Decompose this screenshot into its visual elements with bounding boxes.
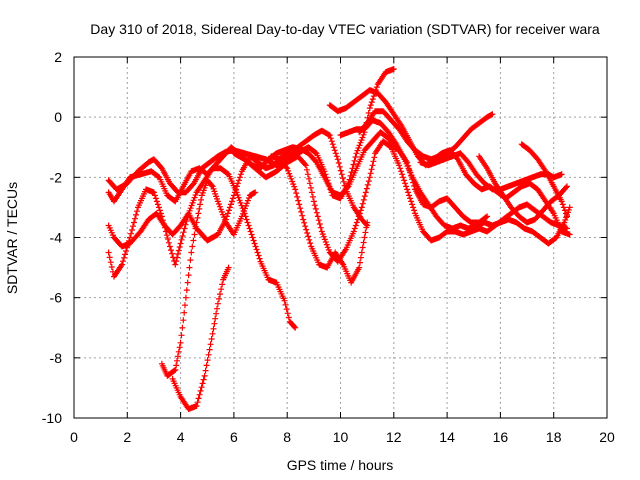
x-tick-label: 20 [599,429,615,445]
series-track-4 [169,264,232,412]
series-track-9 [326,87,573,238]
y-tick-label: -10 [42,410,62,426]
x-tick-label: 8 [283,429,291,445]
x-tick-label: 4 [177,429,185,445]
series-track-3 [158,177,259,379]
y-tick-label: -2 [50,169,63,185]
x-tick-label: 16 [493,429,509,445]
x-tick-label: 6 [230,429,238,445]
series-track-10 [337,117,573,247]
chart-title: Day 310 of 2018, Sidereal Day-to-day VTE… [90,21,600,37]
x-tick-label: 14 [439,429,455,445]
y-axis-label: SDTVAR / TECUs [4,182,20,294]
y-tick-label: -6 [50,290,63,306]
x-tick-label: 10 [333,429,349,445]
y-tick-label: -8 [50,350,63,366]
series-track-8 [268,153,371,286]
data-points [105,66,573,412]
data-markers [337,117,573,247]
data-markers [356,108,496,163]
data-markers [169,264,232,412]
series-track-5 [105,66,397,202]
data-markers [105,66,397,202]
data-markers [518,141,570,220]
x-axis-label: GPS time / hours [287,457,394,473]
axis-ticks: 0 2 4 6 8 10 12 14 16 18 20 -10 -8 -6 -4 -2 0 2 [42,49,615,445]
x-tick-label: 2 [123,429,131,445]
data-markers [158,177,259,379]
data-markers [268,153,371,286]
series-track-11 [356,108,496,163]
series-track-14 [518,141,570,220]
y-tick-label: -4 [50,230,63,246]
y-tick-label: 2 [54,49,62,65]
x-tick-label: 12 [386,429,402,445]
data-markers [326,87,573,238]
x-tick-label: 18 [546,429,562,445]
x-tick-label: 0 [70,429,78,445]
y-tick-label: 0 [54,109,62,125]
